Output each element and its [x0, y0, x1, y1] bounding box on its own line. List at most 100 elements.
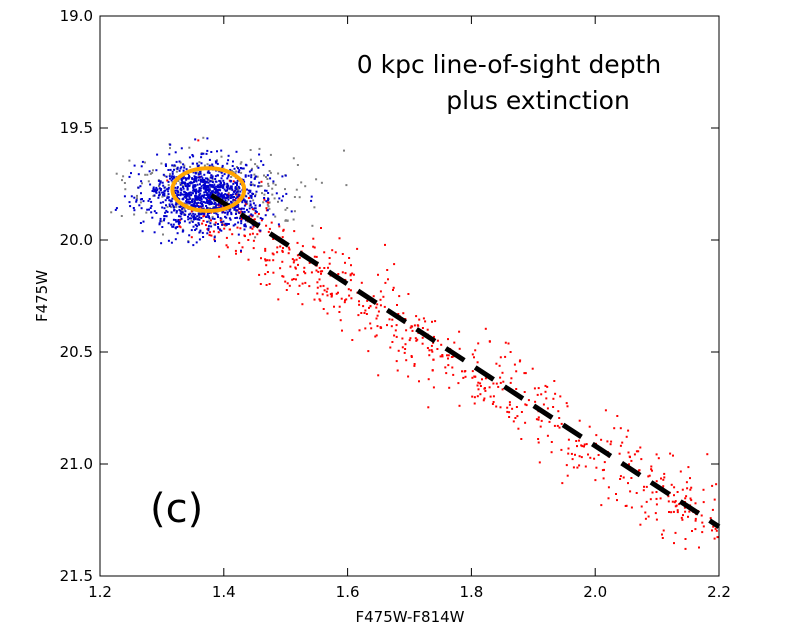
- point-series-1: [572, 466, 575, 469]
- point-series-1: [431, 369, 434, 372]
- point-series-2: [220, 149, 223, 152]
- point-series-1: [266, 259, 269, 262]
- point-series-1: [413, 363, 416, 365]
- point-series-2: [207, 170, 210, 173]
- point-series-0: [251, 167, 253, 170]
- point-series-2: [196, 215, 199, 218]
- point-series-0: [177, 180, 180, 182]
- point-series-2: [199, 172, 202, 175]
- point-series-2: [184, 182, 186, 185]
- point-series-1: [217, 231, 220, 234]
- point-series-1: [264, 259, 267, 262]
- point-series-1: [679, 470, 682, 473]
- point-series-1: [540, 419, 543, 422]
- point-series-2: [190, 194, 193, 196]
- point-series-1: [441, 354, 444, 356]
- point-series-2: [250, 174, 253, 177]
- point-series-0: [202, 136, 205, 139]
- point-series-2: [229, 168, 232, 171]
- point-series-1: [567, 452, 570, 455]
- point-series-0: [139, 201, 142, 204]
- point-series-2: [205, 215, 208, 218]
- point-series-1: [565, 402, 568, 405]
- point-series-1: [635, 492, 638, 494]
- point-series-2: [221, 164, 224, 167]
- point-series-2: [244, 200, 247, 203]
- point-series-1: [294, 267, 297, 270]
- point-series-2: [194, 216, 197, 219]
- point-series-1: [197, 139, 200, 142]
- point-series-2: [227, 223, 230, 225]
- point-series-1: [498, 364, 501, 367]
- point-series-1: [667, 495, 670, 498]
- point-series-2: [250, 181, 253, 184]
- point-series-1: [323, 267, 326, 269]
- point-series-1: [495, 405, 498, 408]
- point-series-2: [215, 204, 218, 207]
- point-series-1: [630, 506, 633, 509]
- point-series-1: [575, 440, 578, 442]
- point-series-1: [492, 401, 495, 403]
- point-series-1: [338, 237, 341, 240]
- point-series-1: [166, 179, 169, 182]
- point-series-0: [136, 197, 138, 200]
- point-series-2: [160, 242, 163, 245]
- point-series-1: [272, 259, 275, 262]
- point-series-2: [194, 229, 197, 231]
- point-series-2: [220, 184, 223, 187]
- point-series-1: [578, 419, 581, 422]
- point-series-1: [421, 342, 424, 345]
- point-series-1: [603, 468, 605, 471]
- point-series-0: [265, 176, 267, 178]
- point-series-2: [174, 189, 177, 192]
- point-series-2: [192, 205, 195, 208]
- point-series-1: [580, 444, 583, 447]
- point-series-2: [153, 231, 156, 234]
- point-series-1: [507, 342, 510, 345]
- point-series-2: [210, 151, 213, 153]
- point-series-1: [278, 225, 281, 228]
- point-series-0: [254, 236, 257, 239]
- point-series-2: [193, 203, 196, 206]
- point-series-2: [199, 229, 202, 232]
- point-series-2: [197, 179, 200, 182]
- point-series-1: [559, 395, 562, 398]
- point-series-2: [179, 187, 182, 190]
- point-series-1: [348, 294, 351, 297]
- point-series-0: [151, 171, 154, 174]
- point-series-2: [154, 189, 157, 192]
- point-series-1: [463, 370, 466, 373]
- point-series-1: [595, 434, 598, 437]
- point-series-2: [215, 190, 218, 193]
- point-series-2: [202, 181, 205, 184]
- point-series-2: [238, 169, 241, 172]
- point-series-2: [219, 204, 222, 207]
- point-series-0: [166, 205, 169, 208]
- point-series-0: [313, 206, 316, 209]
- point-series-1: [323, 289, 326, 292]
- point-series-2: [171, 203, 174, 206]
- point-series-0: [232, 171, 235, 174]
- point-series-0: [206, 163, 209, 166]
- point-series-2: [195, 177, 198, 180]
- point-series-2: [178, 169, 181, 172]
- point-series-1: [499, 356, 502, 359]
- point-series-2: [204, 177, 207, 180]
- point-series-1: [377, 374, 380, 377]
- point-series-1: [338, 305, 341, 308]
- point-series-1: [427, 378, 430, 381]
- point-series-1: [190, 236, 193, 239]
- point-series-1: [421, 327, 424, 329]
- point-series-1: [512, 420, 515, 423]
- point-series-1: [293, 230, 296, 233]
- point-series-1: [179, 226, 182, 229]
- point-series-2: [215, 161, 218, 164]
- point-series-2: [153, 190, 156, 193]
- point-series-2: [167, 190, 170, 193]
- point-series-1: [619, 444, 622, 447]
- point-series-2: [183, 191, 186, 194]
- point-series-1: [297, 293, 300, 295]
- point-series-2: [214, 201, 217, 204]
- point-series-1: [409, 337, 412, 340]
- point-series-1: [396, 369, 399, 372]
